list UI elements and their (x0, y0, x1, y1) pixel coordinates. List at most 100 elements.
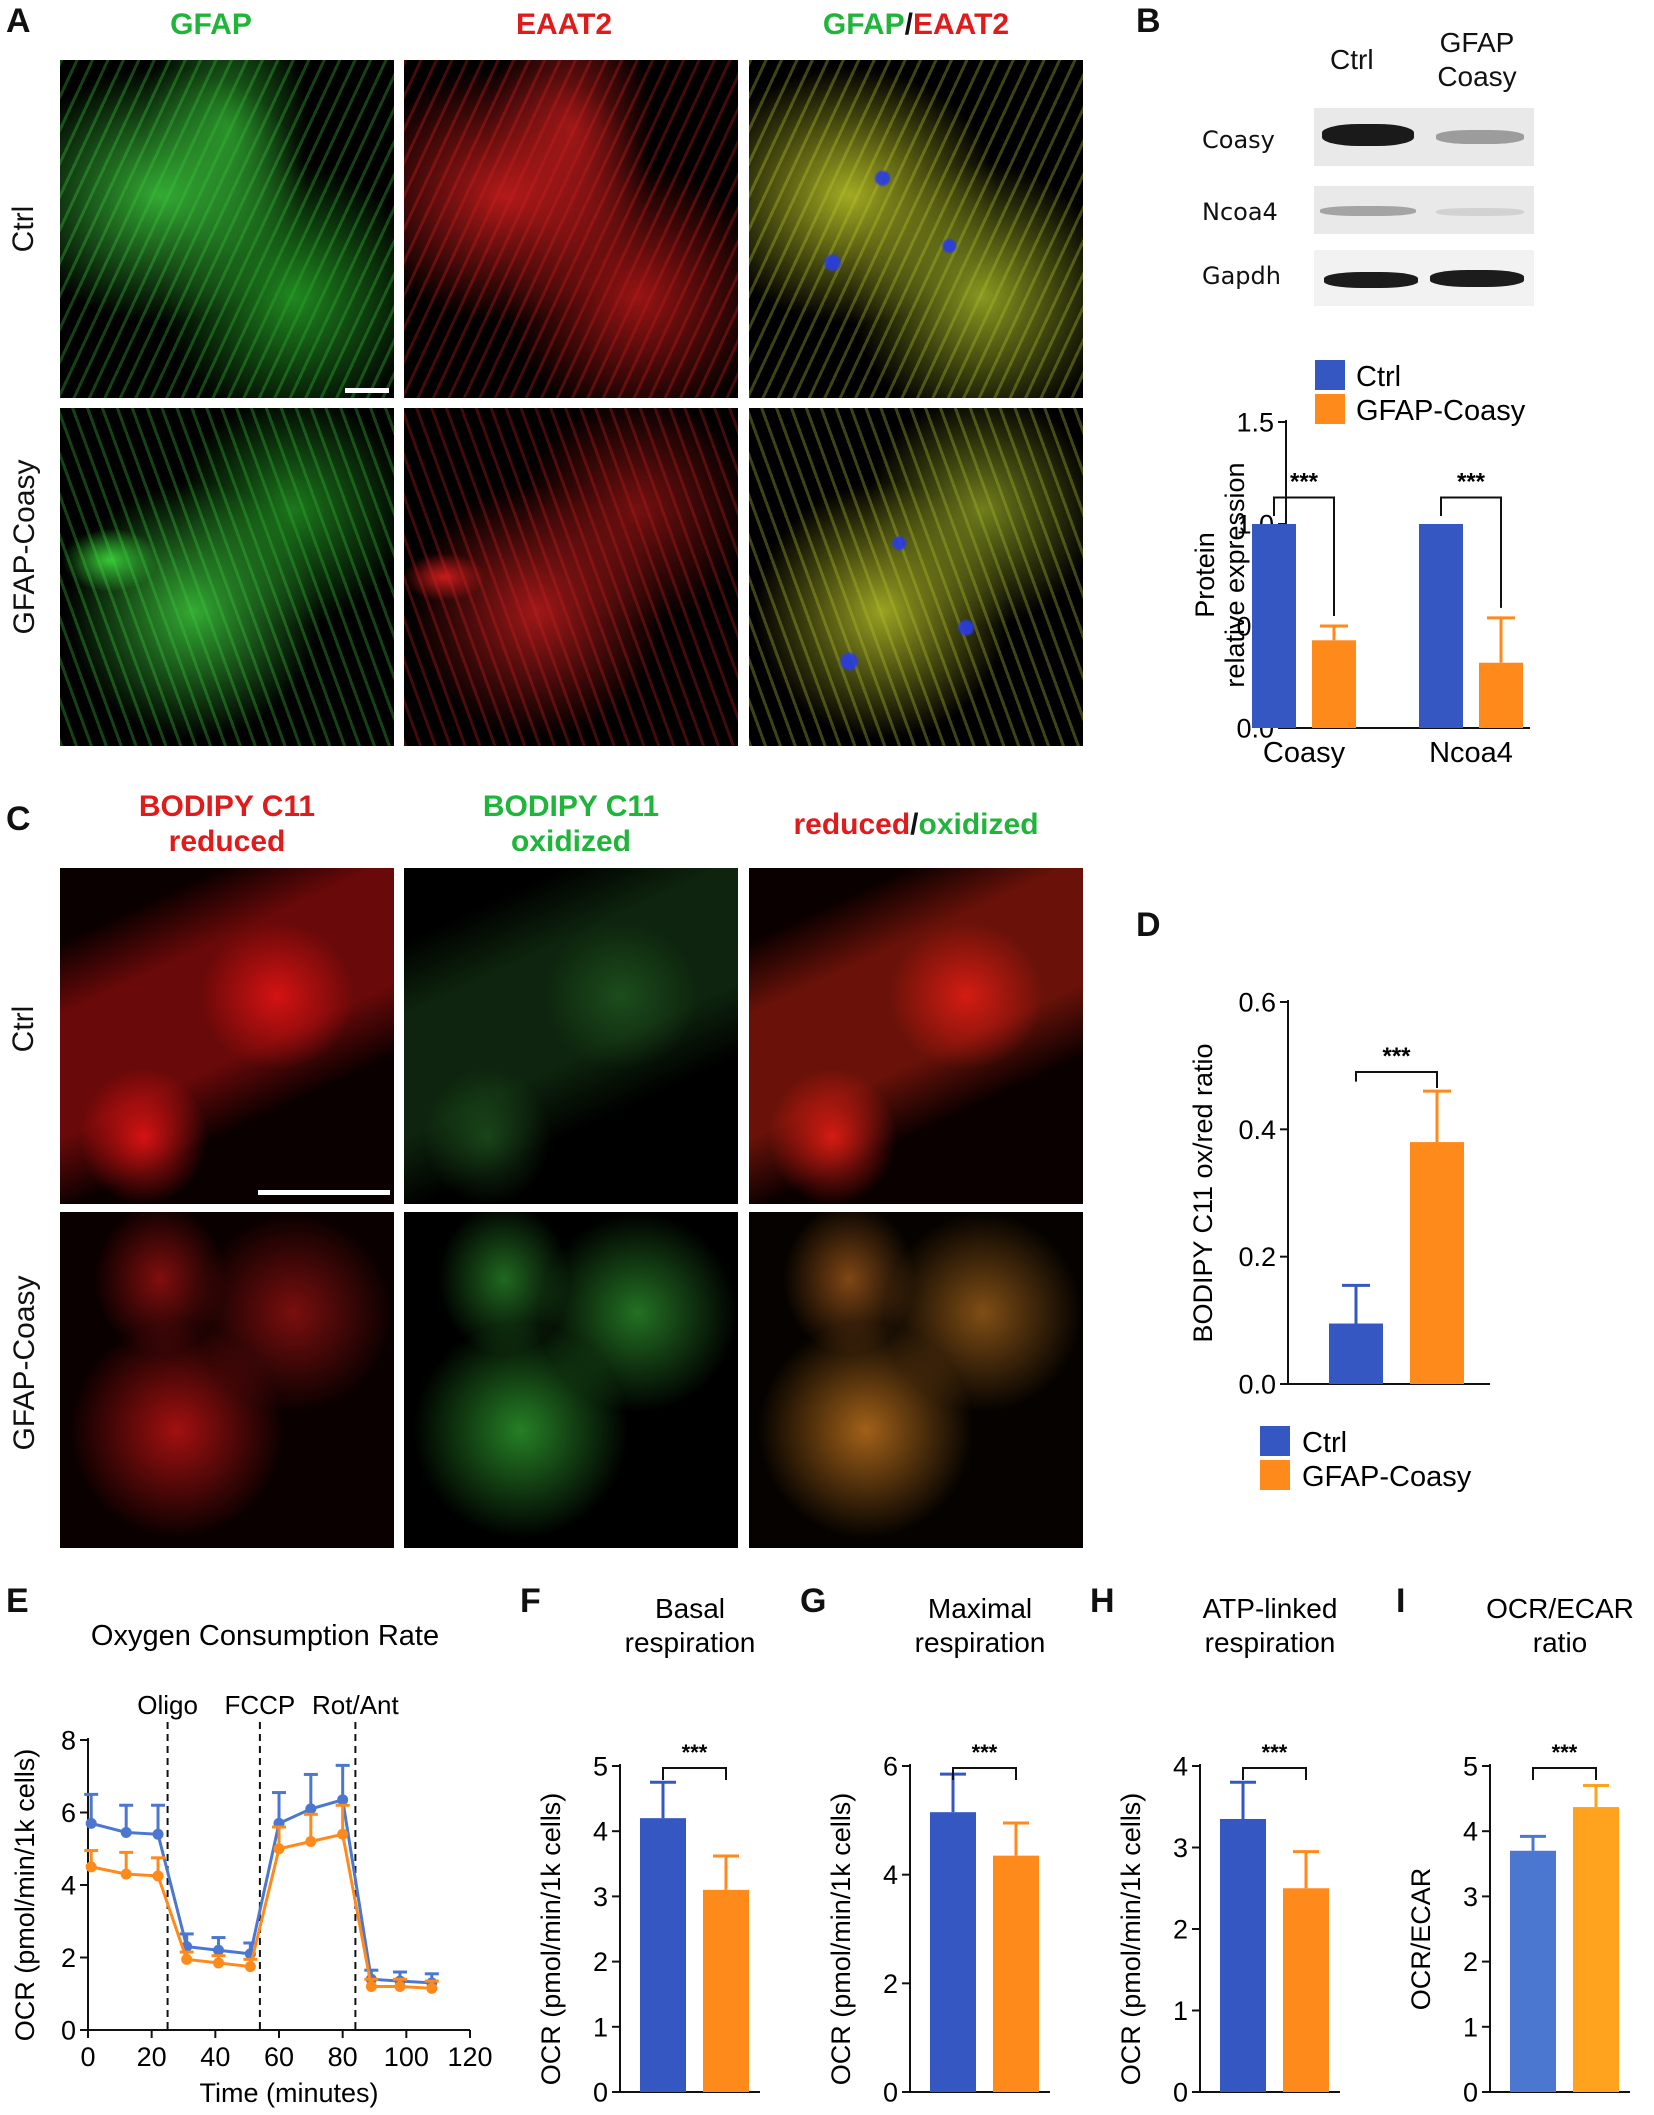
a-header-merge: GFAP/EAAT2 (822, 8, 1010, 41)
e-point-gfap-coasy (244, 1961, 256, 1973)
e-injection-label: Rot/Ant (312, 1690, 399, 1720)
b-x-tick-label: Ncoa4 (1429, 737, 1513, 769)
c-scale-bar (258, 1190, 390, 1195)
c-micrograph-coasy-reduced (60, 1212, 394, 1548)
e-y-label: OCR (pmol/min/1k cells) (10, 1749, 40, 2042)
i-sig-bracket (1532, 1767, 1597, 1780)
e-y-tick-label: 0 (61, 2015, 76, 2045)
i-y-tick-label: 5 (1463, 1751, 1478, 1781)
a-micrograph-coasy-merge (749, 408, 1083, 746)
e-point-gfap-coasy (213, 1957, 225, 1969)
h-y-tick-label: 1 (1173, 1996, 1188, 2026)
g-y-tick-label: 2 (883, 1969, 898, 1999)
g-y-tick-label: 4 (883, 1860, 898, 1890)
blot-band-ncoa4-ctrl (1320, 206, 1416, 216)
d-y-tick-label: 0.6 (1238, 987, 1276, 1017)
panel-letter-i: I (1396, 1582, 1406, 1620)
f-title-line2: respiration (625, 1627, 756, 1658)
e-x-tick-label: 40 (200, 2042, 230, 2072)
e-point-gfap-coasy (426, 1982, 438, 1994)
panel-letter-e: E (6, 1582, 29, 1620)
a-micrograph-ctrl-gfap (60, 60, 394, 398)
a-row-label-gfap-coasy: GFAP-Coasy (8, 459, 41, 635)
c-micrograph-ctrl-merge (749, 868, 1083, 1204)
i-y-tick-label: 0 (1463, 2077, 1478, 2107)
e-point-gfap-coasy (181, 1953, 193, 1965)
i-bar-ctrl (1510, 1850, 1556, 2092)
e-series-line-ctrl (90, 1797, 432, 1985)
f-y-tick-label: 0 (593, 2077, 608, 2107)
f-y-tick-label: 4 (593, 1817, 608, 1847)
e-point-gfap-coasy (394, 1981, 406, 1992)
a-micrograph-coasy-eaat2 (404, 408, 738, 746)
panel-letter-h: H (1090, 1582, 1115, 1620)
b-legend-label: Ctrl (1356, 361, 1401, 393)
e-point-gfap-coasy (365, 1981, 377, 1992)
a-header-gfap: GFAP (170, 8, 252, 41)
panel-letter-c: C (6, 800, 31, 838)
d-y-tick-label: 0.0 (1238, 1369, 1276, 1399)
e-point-gfap-coasy (120, 1868, 132, 1880)
e-point-ctrl (337, 1794, 349, 1806)
a-micrograph-coasy-gfap (60, 408, 394, 746)
panel-letter-a: A (6, 2, 31, 40)
e-y-tick-label: 4 (61, 1870, 76, 1900)
b-bar-gfap-coasy-coasy (1312, 640, 1356, 728)
b-sig-label: *** (1290, 468, 1319, 495)
blot-col-gfap-coasy: GFAP Coasy (1437, 27, 1517, 92)
c-header-merge: reduced/oxidized (793, 808, 1039, 841)
b-sig-label: *** (1457, 468, 1486, 495)
e-point-gfap-coasy (152, 1870, 164, 1882)
d-sig-bracket (1355, 1071, 1438, 1088)
e-y-tick-label: 6 (61, 1798, 76, 1828)
d-bar-ctrl (1329, 1323, 1383, 1384)
d-legend-label: Ctrl (1302, 1427, 1347, 1459)
b-y-label-line1: Protein (1190, 532, 1220, 618)
f-title-line1: Basal (655, 1593, 725, 1624)
d-y-label: BODIPY C11 ox/red ratio (1188, 1043, 1218, 1342)
i-bar-gfap-coasy (1573, 1807, 1619, 2092)
h-sig-bracket (1242, 1767, 1307, 1780)
e-x-tick-label: 20 (137, 2042, 167, 2072)
blot-col-ctrl: Ctrl (1330, 44, 1374, 75)
c-micrograph-ctrl-reduced (60, 868, 394, 1204)
e-y-tick-label: 8 (61, 1725, 76, 1755)
d-sig-label: *** (1382, 1043, 1411, 1070)
blot-row-gapdh: Gapdh (1202, 262, 1281, 290)
h-y-tick-label: 0 (1173, 2077, 1188, 2107)
i-sig-label: *** (1552, 1740, 1578, 1765)
f-bar-ctrl (640, 1818, 686, 2092)
blot-band-gapdh-ctrl (1324, 272, 1418, 288)
blot-row-coasy: Coasy (1202, 126, 1275, 154)
blot-band-coasy-coasy (1436, 130, 1524, 144)
g-y-tick-label: 6 (883, 1751, 898, 1781)
blot-band-coasy-ctrl (1322, 124, 1414, 146)
e-x-tick-label: 60 (264, 2042, 294, 2072)
blot-strip-ncoa4 (1314, 186, 1534, 234)
d-legend-label: GFAP-Coasy (1302, 1461, 1472, 1493)
e-point-ctrl (120, 1826, 132, 1838)
i-y-tick-label: 1 (1463, 2012, 1478, 2042)
blot-band-gapdh-coasy (1430, 270, 1524, 287)
g-title-line1: Maximal (928, 1593, 1032, 1624)
panel-letter-d: D (1136, 906, 1161, 944)
f-bar-gfap-coasy (703, 1889, 749, 2092)
b-sig-bracket (1273, 496, 1335, 616)
g-sig-bracket (952, 1767, 1017, 1780)
g-bar-gfap-coasy (993, 1855, 1039, 2092)
b-legend-swatch (1315, 394, 1345, 424)
e-point-gfap-coasy (337, 1828, 349, 1840)
e-point-gfap-coasy (85, 1861, 97, 1873)
h-sig-label: *** (1262, 1740, 1288, 1765)
b-y-label-line2: relative expression (1220, 462, 1250, 687)
b-bar-ctrl-coasy (1252, 524, 1296, 728)
f-y-tick-label: 5 (593, 1751, 608, 1781)
g-title-line2: respiration (915, 1627, 1046, 1658)
a-row-label-ctrl: Ctrl (7, 205, 40, 253)
f-sig-label: *** (682, 1740, 708, 1765)
chart-b: CtrlGFAP-Coasy0.00.51.01.5Proteinrelativ… (1190, 360, 1530, 769)
e-injection-label: Oligo (137, 1690, 198, 1720)
